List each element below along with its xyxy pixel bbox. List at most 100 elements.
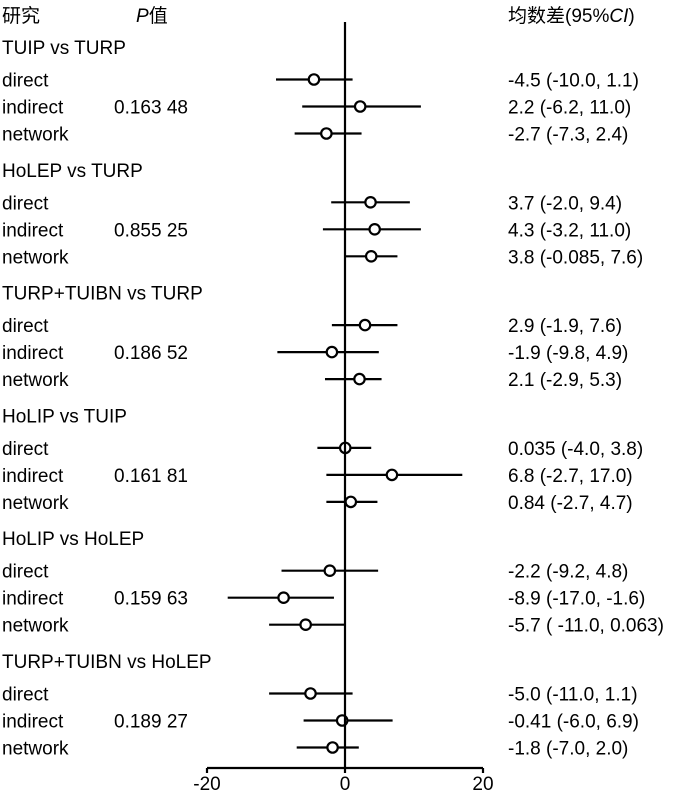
row-label: network	[2, 493, 69, 514]
row-label: indirect	[2, 343, 64, 364]
estimate-row: indirect 0.163 48 2.2 (-6.2, 11.0)	[2, 98, 631, 119]
point-estimate-marker	[353, 372, 366, 386]
header-mean-difference: 均数差(95%CI)	[508, 5, 635, 27]
row-label: network	[2, 370, 69, 391]
estimate-row: indirect 0.189 27 -0.41 (-6.0, 6.9)	[2, 712, 639, 733]
point-estimate-marker	[368, 223, 381, 236]
effect-size-text: 6.8 (-2.7, 17.0)	[508, 466, 633, 487]
header-row: 研究 P值 均数差(95%CI)	[2, 5, 635, 27]
header-p-letter: P	[136, 6, 149, 27]
row-label: network	[2, 125, 69, 146]
comparison-group: TURP+TUIBN vs TURP direct 2.9 (-1.9, 7.6) i…	[2, 284, 628, 392]
point-estimate-marker	[385, 468, 399, 482]
estimate-row: direct -5.0 (-11.0, 1.1)	[2, 685, 638, 706]
header-p-suffix: 值	[149, 5, 168, 27]
header-p-value: P值	[136, 5, 168, 27]
estimate-row: direct 0.035 (-4.0, 3.8)	[2, 439, 643, 460]
effect-size-text: -4.5 (-10.0, 1.1)	[508, 71, 639, 92]
effect-size-text: -1.8 (-7.0, 2.0)	[508, 739, 628, 760]
row-label: direct	[2, 439, 49, 460]
effect-size-text: 3.7 (-2.0, 9.4)	[508, 193, 622, 214]
point-estimate-marker	[364, 249, 378, 263]
header-study: 研究	[2, 5, 40, 27]
row-label: direct	[2, 193, 49, 214]
comparison-group: TURP+TUIBN vs HoLEP direct -5.0 (-11.0, 1.…	[2, 652, 639, 760]
comparison-title: HoLIP vs TUIP	[2, 406, 127, 427]
p-value: 0.186 52	[114, 343, 188, 364]
estimate-row: direct 2.9 (-1.9, 7.6)	[2, 316, 622, 337]
point-estimate-marker	[320, 127, 333, 140]
p-value: 0.189 27	[114, 712, 188, 733]
comparison-group: TUIP vs TURP direct -4.5 (-10.0, 1.1) indir…	[2, 38, 639, 146]
plot-rows: TUIP vs TURP direct -4.5 (-10.0, 1.1) indir…	[2, 38, 664, 760]
row-label: indirect	[2, 220, 64, 241]
row-label: network	[2, 616, 69, 637]
row-label: indirect	[2, 589, 64, 610]
point-estimate-marker	[323, 564, 337, 577]
effect-size-text: -0.41 (-6.0, 6.9)	[508, 712, 639, 733]
p-value: 0.163 48	[114, 98, 188, 119]
header-md-suffix: )	[628, 6, 634, 27]
effect-size-text: 2.1 (-2.9, 5.3)	[508, 370, 622, 391]
comparison-group: HoLIP vs HoLEP direct -2.2 (-9.2, 4.8) indi…	[2, 529, 664, 637]
estimate-row: network -2.7 (-7.3, 2.4)	[2, 125, 628, 146]
estimate-row: indirect 0.186 52 -1.9 (-9.8, 4.9)	[2, 343, 628, 364]
x-axis: -20 0 20	[193, 22, 494, 792]
row-label: network	[2, 739, 69, 760]
comparison-group: HoLIP vs TUIP direct 0.035 (-4.0, 3.8) indi…	[2, 406, 643, 514]
effect-size-text: 0.84 (-2.7, 4.7)	[508, 493, 633, 514]
estimate-row: network -5.7 ( -11.0, 0.063)	[2, 616, 664, 637]
effect-size-text: -5.7 ( -11.0, 0.063)	[508, 616, 664, 637]
header-md-prefix: 均数差(95%	[508, 5, 609, 27]
estimate-row: network -1.8 (-7.0, 2.0)	[2, 739, 628, 760]
estimate-row: direct 3.7 (-2.0, 9.4)	[2, 193, 622, 214]
p-value: 0.855 25	[114, 220, 188, 241]
row-label: indirect	[2, 98, 64, 119]
effect-size-text: 4.3 (-3.2, 11.0)	[508, 220, 631, 241]
point-estimate-marker	[364, 196, 377, 209]
comparison-title: HoLEP vs TURP	[2, 161, 143, 182]
effect-size-text: 2.2 (-6.2, 11.0)	[508, 98, 631, 119]
row-label: direct	[2, 562, 49, 583]
estimate-row: indirect 0.159 63 -8.9 (-17.0, -1.6)	[2, 589, 645, 610]
estimate-row: network 3.8 (-0.085, 7.6)	[2, 247, 643, 268]
effect-size-text: -2.2 (-9.2, 4.8)	[508, 562, 628, 583]
effect-size-text: -8.9 (-17.0, -1.6)	[508, 589, 645, 610]
row-label: indirect	[2, 712, 64, 733]
estimate-row: direct -2.2 (-9.2, 4.8)	[2, 562, 628, 583]
point-estimate-marker	[304, 687, 317, 700]
comparison-title: TURP+TUIBN vs TURP	[2, 284, 203, 305]
x-tick-label: 0	[340, 774, 351, 792]
estimate-row: network 0.84 (-2.7, 4.7)	[2, 493, 633, 514]
estimate-row: direct -4.5 (-10.0, 1.1)	[2, 71, 639, 92]
comparison-group: HoLEP vs TURP direct 3.7 (-2.0, 9.4) indire…	[2, 161, 643, 268]
estimate-row: indirect 0.855 25 4.3 (-3.2, 11.0)	[2, 220, 631, 241]
row-label: network	[2, 247, 69, 268]
effect-size-text: 3.8 (-0.085, 7.6)	[508, 247, 643, 268]
comparison-title: TUIP vs TURP	[2, 38, 126, 59]
point-estimate-marker	[358, 318, 372, 332]
point-estimate-marker	[325, 345, 339, 359]
point-estimate-marker	[326, 741, 339, 754]
point-estimate-marker	[344, 495, 358, 509]
effect-size-text: -2.7 (-7.3, 2.4)	[508, 125, 628, 146]
p-value: 0.159 63	[114, 589, 188, 610]
row-label: direct	[2, 685, 49, 706]
effect-size-text: 0.035 (-4.0, 3.8)	[508, 439, 643, 460]
estimate-row: network 2.1 (-2.9, 5.3)	[2, 370, 622, 391]
x-tick-label: -20	[193, 774, 220, 792]
effect-size-text: -5.0 (-11.0, 1.1)	[508, 685, 638, 706]
point-estimate-marker	[353, 100, 367, 113]
comparison-title: HoLIP vs HoLEP	[2, 529, 144, 550]
point-estimate-marker	[299, 618, 312, 631]
row-label: indirect	[2, 466, 64, 487]
header-md-ci: CI	[609, 6, 629, 27]
row-label: direct	[2, 316, 49, 337]
effect-size-text: -1.9 (-9.8, 4.9)	[508, 343, 628, 364]
point-estimate-marker	[307, 73, 321, 86]
row-label: direct	[2, 71, 49, 92]
x-tick-label: 20	[472, 774, 493, 792]
effect-size-text: 2.9 (-1.9, 7.6)	[508, 316, 622, 337]
point-estimate-marker	[277, 591, 290, 604]
